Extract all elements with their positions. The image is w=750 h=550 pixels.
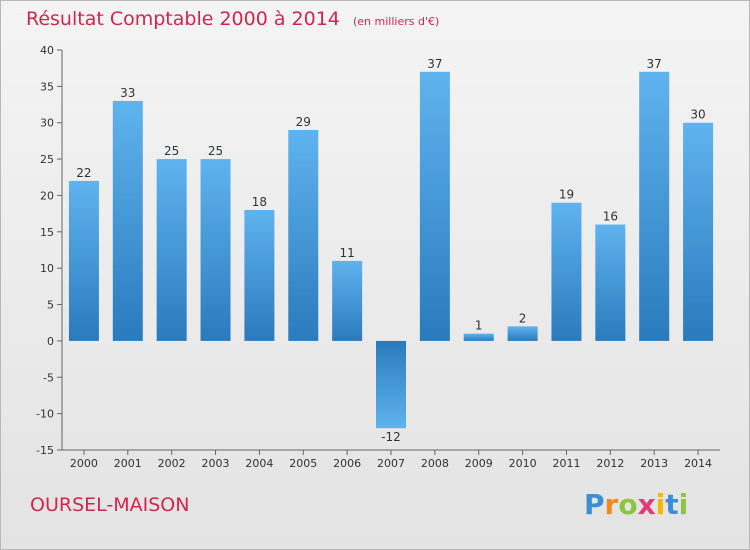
y-tick-label: -5 [43,371,54,384]
data-label: 33 [120,86,135,100]
logo-letter: i [678,488,689,521]
chart-title: Résultat Comptable 2000 à 2014 [26,8,340,30]
data-label: 37 [647,57,662,71]
bars [68,71,714,429]
x-tick-label: 2014 [684,457,712,470]
y-tick-label: 5 [47,299,54,312]
bar-2002 [156,159,187,341]
x-tick-label: 2007 [377,457,405,470]
logo-letter: r [604,488,619,521]
y-tick-label: 15 [40,226,54,239]
data-label: 18 [252,195,267,209]
x-tick-label: 2011 [552,457,580,470]
x-tick-label: 2002 [158,457,186,470]
x-tick-label: 2013 [640,457,668,470]
data-label: 37 [427,57,442,71]
y-tick-label: 40 [40,44,54,57]
logo-letter: x [637,488,656,521]
chart-subtitle: (en milliers d'€) [352,15,440,28]
bar-2001 [112,100,143,341]
bar-2007 [376,340,406,429]
x-tick-label: 2004 [245,457,273,470]
data-label: 25 [164,144,179,158]
bar-2014 [683,122,714,341]
logo-letter: t [665,488,679,521]
data-label: -12 [381,430,401,444]
x-tick-label: 2003 [202,457,230,470]
data-label: 11 [339,246,354,260]
y-tick-label: -10 [36,408,54,421]
proxiti-logo: Proxiti [584,488,688,521]
bar-2004 [244,210,275,341]
bar-2009 [463,333,494,341]
x-tick-label: 2001 [114,457,142,470]
x-tick-label: 2012 [596,457,624,470]
bar-2006 [332,260,363,341]
data-label: 25 [208,144,223,158]
y-tick-label: 10 [40,262,54,275]
data-label: 1 [475,319,483,333]
data-label: 16 [603,210,618,224]
data-label: 30 [690,108,705,122]
bar-2010 [507,326,538,341]
data-label: 22 [76,166,91,180]
axes: -15 -10 -5 0 5 10 15 20 25 30 35 40 2000 2001 2002 2003… [36,44,720,470]
bar-2000 [68,180,99,341]
logo-letter: P [584,488,605,521]
y-tick-label: 30 [40,117,54,130]
data-label: 29 [296,115,311,129]
x-tick-label: 2006 [333,457,361,470]
y-tick-label: -15 [36,444,54,457]
data-label: 2 [519,311,527,325]
bar-2003 [200,159,231,341]
x-tick-label: 2005 [289,457,317,470]
bar-2012 [595,224,626,341]
logo-letter: o [618,488,638,521]
data-labels: 22 33 25 25 18 29 11 -12 37 1 2 19 16 37 30 [76,57,705,444]
chart-title-block: Résultat Comptable 2000 à 2014 (en milli… [26,8,439,30]
x-tick-label: 2009 [465,457,493,470]
bar-2013 [639,71,670,341]
bar-2008 [419,71,450,341]
y-tick-label: 25 [40,153,54,166]
y-tick-label: 0 [47,335,54,348]
x-tick-label: 2000 [70,457,98,470]
x-tick-label: 2010 [509,457,537,470]
logo-letter: i [655,488,666,521]
y-tick-label: 20 [40,189,54,202]
x-tick-label: 2008 [421,457,449,470]
bar-2011 [551,202,582,341]
commune-name: OURSEL-MAISON [30,494,190,516]
y-tick-label: 35 [40,80,54,93]
data-label: 19 [559,188,574,202]
bar-2005 [288,130,319,341]
